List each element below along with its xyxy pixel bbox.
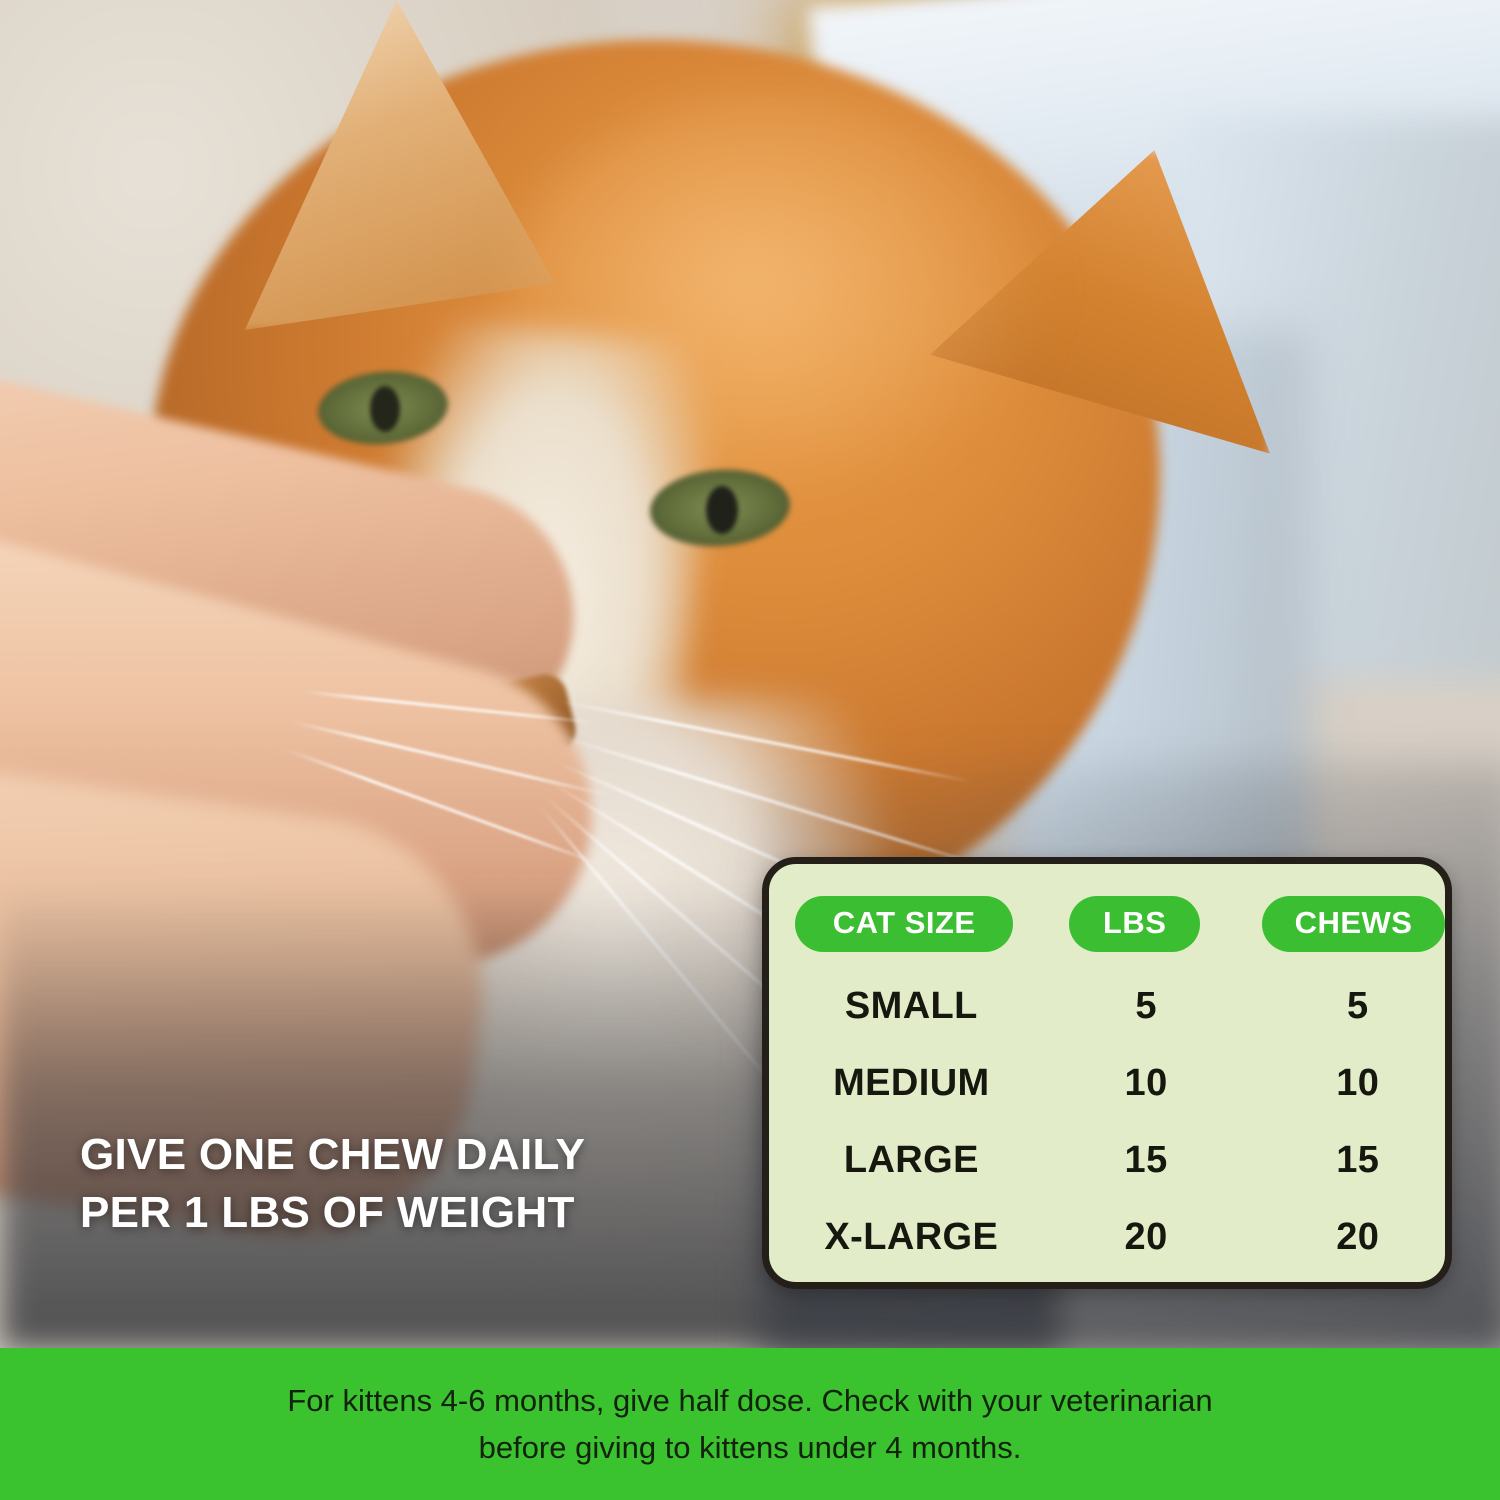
cell-chews: 10 [1336,1062,1380,1104]
headline-line-2: PER 1 LBS OF WEIGHT [80,1188,575,1237]
footer-line-2: before giving to kittens under 4 months. [478,1430,1022,1465]
headline-line-1: GIVE ONE CHEW DAILY [80,1130,586,1179]
footer-banner: For kittens 4-6 months, give half dose. … [0,1348,1500,1500]
column-header-lbs: LBS [1069,896,1201,952]
cell-lbs: 20 [1124,1216,1168,1258]
footer-disclaimer: For kittens 4-6 months, give half dose. … [185,1377,1315,1471]
table-row: SMALL 5 5 [769,968,1445,1045]
cat-pupil-left [370,386,400,432]
cell-lbs: 10 [1124,1062,1168,1104]
dosage-chart-card: CAT SIZE LBS CHEWS SMALL 5 5 MEDIUM 10 1… [762,857,1452,1289]
cell-cat-size: X-LARGE [824,1216,999,1258]
dosage-chart-header-row: CAT SIZE LBS CHEWS [769,896,1445,952]
footer-line-1: For kittens 4-6 months, give half dose. … [287,1383,1213,1418]
cell-lbs: 5 [1135,985,1157,1027]
column-header-cat-size: CAT SIZE [795,896,1014,952]
cell-cat-size: LARGE [843,1139,979,1181]
cat-pupil-right [706,486,738,534]
cell-cat-size: MEDIUM [833,1062,990,1104]
cell-chews: 5 [1346,985,1369,1027]
cell-cat-size: SMALL [844,985,978,1027]
cell-lbs: 15 [1124,1139,1168,1181]
cell-chews: 20 [1336,1216,1380,1258]
headline: GIVE ONE CHEW DAILY PER 1 LBS OF WEIGHT [80,1126,720,1242]
table-row: X-LARGE 20 20 [769,1199,1445,1276]
table-row: LARGE 15 15 [769,1122,1445,1199]
cell-chews: 15 [1336,1139,1380,1181]
dosage-chart-body: SMALL 5 5 MEDIUM 10 10 LARGE 15 15 X-LAR… [769,968,1445,1276]
column-header-chews: CHEWS [1262,896,1445,952]
table-row: MEDIUM 10 10 [769,1045,1445,1122]
